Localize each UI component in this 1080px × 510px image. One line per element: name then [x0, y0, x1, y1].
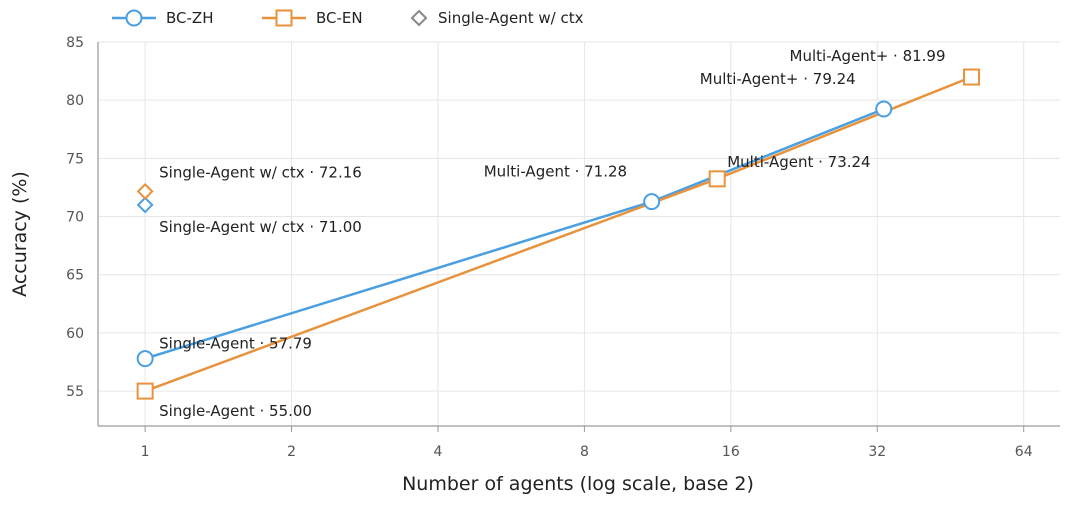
legend-label: BC-EN [316, 9, 363, 27]
axis-ticks: 55 60 65 70 75 80 85 1 2 4 8 16 32 64 [66, 35, 1033, 460]
data-label: Single-Agent · 57.79 [159, 335, 312, 353]
y-tick-label: 65 [66, 268, 84, 284]
data-labels: Single-Agent · 57.79 Multi-Agent · 71.28 M… [159, 47, 945, 420]
data-label: Multi-Agent · 73.24 [727, 153, 870, 171]
diamond-marker [136, 182, 154, 200]
square-marker [136, 382, 154, 400]
x-tick-label: 8 [580, 444, 589, 460]
diamond-marker [136, 196, 154, 214]
legend-circle-icon [125, 9, 143, 27]
data-label: Single-Agent w/ ctx · 71.00 [159, 218, 362, 236]
y-tick-label: 85 [66, 35, 84, 51]
x-axis-title: Number of agents (log scale, base 2) [402, 473, 754, 495]
legend-label: BC-ZH [166, 9, 213, 27]
y-tick-label: 80 [66, 93, 84, 109]
data-markers [136, 68, 981, 400]
data-label: Multi-Agent · 71.28 [484, 163, 627, 181]
data-label: Single-Agent · 55.00 [159, 402, 312, 420]
data-label: Multi-Agent+ · 79.24 [700, 70, 856, 88]
data-label: Multi-Agent+ · 81.99 [790, 47, 946, 65]
y-tick-label: 55 [66, 384, 84, 400]
square-marker [963, 68, 981, 86]
square-marker [708, 170, 726, 188]
grid [98, 41, 1060, 426]
x-tick-label: 16 [722, 444, 740, 460]
circle-marker [643, 193, 661, 211]
y-tick-label: 60 [66, 326, 84, 342]
x-tick-label: 64 [1015, 444, 1033, 460]
legend-square-icon [275, 9, 293, 27]
y-axis-title: Accuracy (%) [9, 171, 31, 297]
data-label: Single-Agent w/ ctx · 72.16 [159, 163, 362, 181]
legend: BC-ZH BC-EN Single-Agent w/ ctx [112, 9, 584, 27]
x-tick-label: 1 [141, 444, 150, 460]
x-tick-label: 2 [287, 444, 296, 460]
legend-diamond-icon [410, 9, 428, 27]
y-tick-label: 75 [66, 151, 84, 167]
y-tick-label: 70 [66, 210, 84, 226]
x-tick-label: 32 [868, 444, 886, 460]
circle-marker [136, 350, 154, 368]
legend-label: Single-Agent w/ ctx [438, 9, 584, 27]
circle-marker [875, 100, 893, 118]
x-tick-label: 4 [434, 444, 443, 460]
